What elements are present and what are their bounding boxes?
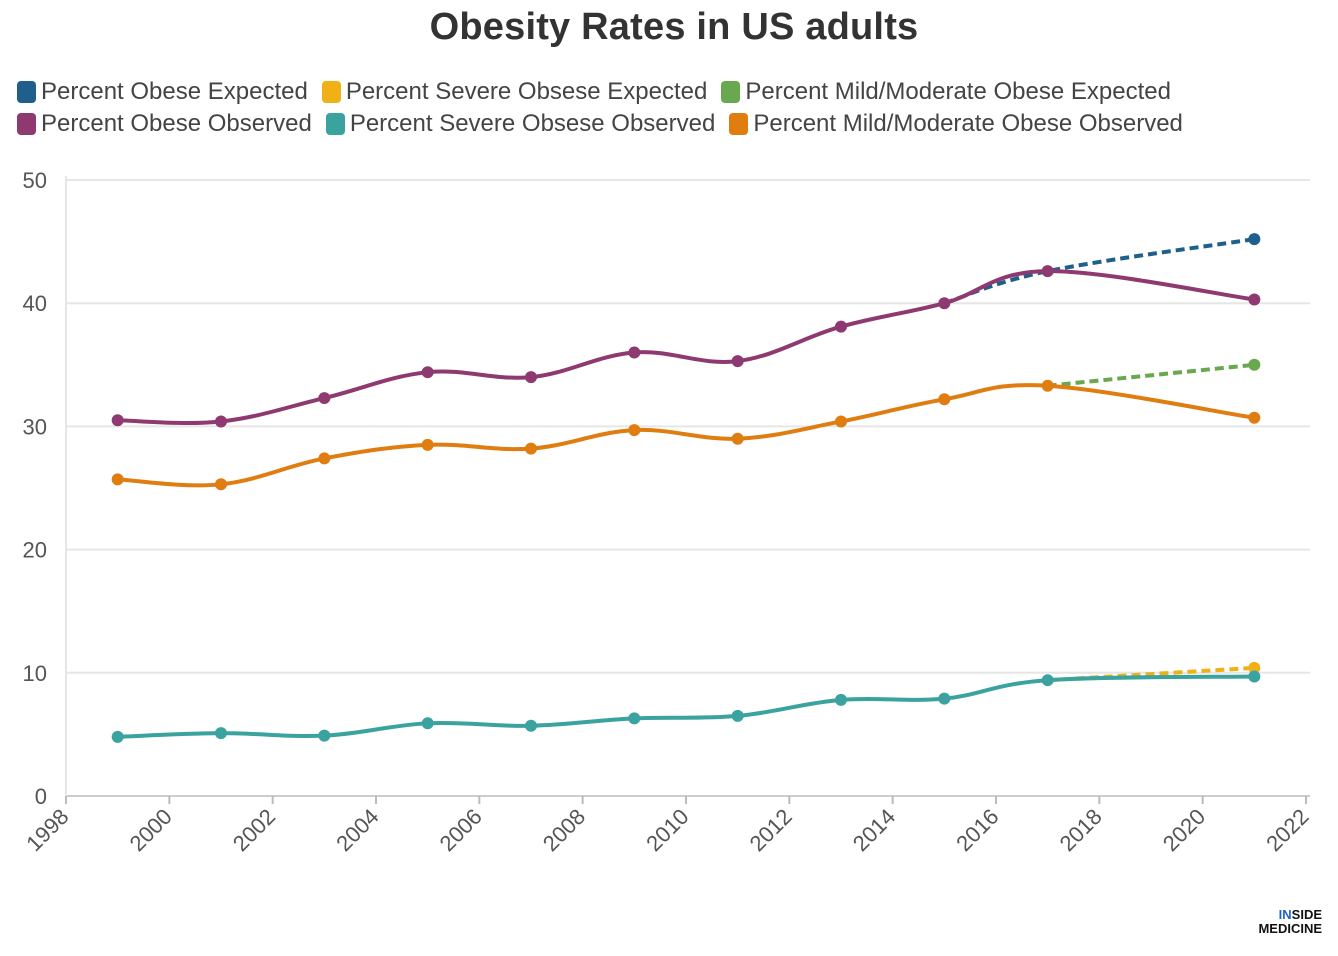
logo-text-2: MEDICINE bbox=[1258, 921, 1322, 936]
data-point bbox=[318, 392, 331, 405]
legend-item[interactable]: Percent Obese Observed bbox=[17, 110, 312, 138]
inside-medicine-logo: INSIDE MEDICINE bbox=[1258, 908, 1322, 936]
series-line bbox=[117, 674, 1255, 739]
legend-label: Percent Severe Obsese Observed bbox=[349, 110, 716, 137]
legend-label: Percent Mild/Moderate Obese Expected bbox=[745, 78, 1171, 105]
data-point bbox=[835, 693, 847, 706]
data-point bbox=[421, 366, 434, 379]
data-point bbox=[938, 393, 951, 406]
chart-title: Obesity Rates in US adults bbox=[429, 6, 919, 48]
legend-swatch bbox=[729, 113, 749, 135]
data-point bbox=[318, 452, 331, 465]
legend-swatch bbox=[17, 113, 36, 135]
data-point bbox=[1248, 293, 1261, 306]
legend-row: Percent Obese Expected Percent Severe Obs… bbox=[17, 76, 1317, 108]
legend-label: Percent Mild/Moderate Obese Observed bbox=[753, 110, 1183, 137]
data-point bbox=[628, 346, 641, 359]
y-tick-label: 30 bbox=[23, 414, 47, 439]
x-tick-label: 2008 bbox=[538, 804, 590, 856]
data-point bbox=[1248, 358, 1261, 371]
y-tick-label: 50 bbox=[23, 168, 47, 193]
data-point bbox=[1248, 661, 1261, 674]
data-point bbox=[215, 727, 227, 740]
x-tick-label: 2010 bbox=[641, 804, 693, 856]
x-tick-label: 2000 bbox=[125, 804, 177, 856]
y-tick-label: 40 bbox=[23, 291, 47, 316]
y-tick-label: 20 bbox=[23, 538, 47, 563]
data-point bbox=[1248, 233, 1261, 246]
data-point bbox=[1041, 379, 1054, 392]
data-point bbox=[525, 442, 537, 455]
data-point bbox=[525, 371, 537, 384]
data-point bbox=[1248, 411, 1261, 424]
x-tick-label: 2004 bbox=[331, 804, 383, 856]
data-point bbox=[215, 478, 227, 491]
data-point bbox=[938, 692, 951, 705]
data-point bbox=[421, 717, 434, 730]
data-point bbox=[421, 438, 434, 451]
data-point bbox=[1248, 670, 1261, 683]
legend-item[interactable]: Percent Severe Obsese Expected bbox=[321, 78, 708, 106]
data-point bbox=[318, 729, 331, 742]
data-point bbox=[628, 424, 641, 437]
data-point bbox=[111, 414, 124, 427]
data-point bbox=[1041, 674, 1054, 687]
legend-row: Percent Obese Observed Percent Severe Obs… bbox=[17, 108, 1317, 140]
legend-label: Percent Obese Observed bbox=[41, 110, 312, 137]
data-point bbox=[111, 730, 124, 743]
logo-text-1: SIDE bbox=[1291, 907, 1322, 922]
x-tick-label: 2018 bbox=[1055, 804, 1107, 856]
series-line bbox=[117, 269, 1255, 426]
legend-item[interactable]: Percent Obese Expected bbox=[17, 78, 308, 106]
x-tick-label: 2012 bbox=[745, 804, 797, 856]
x-tick-label: 2016 bbox=[951, 804, 1003, 856]
data-point bbox=[938, 297, 951, 310]
data-point bbox=[835, 320, 847, 333]
data-point bbox=[628, 712, 641, 725]
data-point bbox=[731, 355, 744, 368]
legend-swatch bbox=[321, 81, 341, 103]
x-tick-label: 2022 bbox=[1261, 804, 1313, 856]
legend-swatch bbox=[325, 113, 345, 135]
data-point bbox=[111, 473, 124, 486]
legend-swatch bbox=[721, 81, 741, 103]
y-tick-label: 10 bbox=[23, 661, 47, 686]
legend-item[interactable]: Percent Mild/Moderate Obese Observed bbox=[729, 110, 1183, 138]
x-tick-label: 2020 bbox=[1158, 804, 1210, 856]
series-line bbox=[117, 383, 1255, 488]
x-tick-label: 2002 bbox=[228, 804, 280, 856]
legend-label: Percent Severe Obsese Expected bbox=[345, 78, 708, 105]
data-point bbox=[731, 432, 744, 445]
legend-swatch bbox=[17, 81, 36, 103]
legend-label: Percent Obese Expected bbox=[41, 78, 308, 105]
x-tick-label: 2006 bbox=[435, 804, 487, 856]
x-tick-label: 1998 bbox=[21, 804, 73, 856]
data-point bbox=[731, 709, 744, 722]
logo-accent-text: IN bbox=[1278, 907, 1292, 922]
y-tick-label: 0 bbox=[35, 784, 47, 809]
x-tick-label: 2014 bbox=[848, 804, 900, 856]
data-point bbox=[1041, 265, 1054, 278]
data-point bbox=[525, 719, 537, 732]
series-line bbox=[943, 237, 1255, 306]
legend-item[interactable]: Percent Mild/Moderate Obese Expected bbox=[721, 78, 1171, 106]
legend: Percent Obese Expected Percent Severe Obs… bbox=[17, 76, 1317, 140]
series-line bbox=[1047, 362, 1255, 388]
data-point bbox=[215, 415, 227, 428]
data-point bbox=[835, 415, 847, 428]
legend-item[interactable]: Percent Severe Obsese Observed bbox=[325, 110, 716, 138]
